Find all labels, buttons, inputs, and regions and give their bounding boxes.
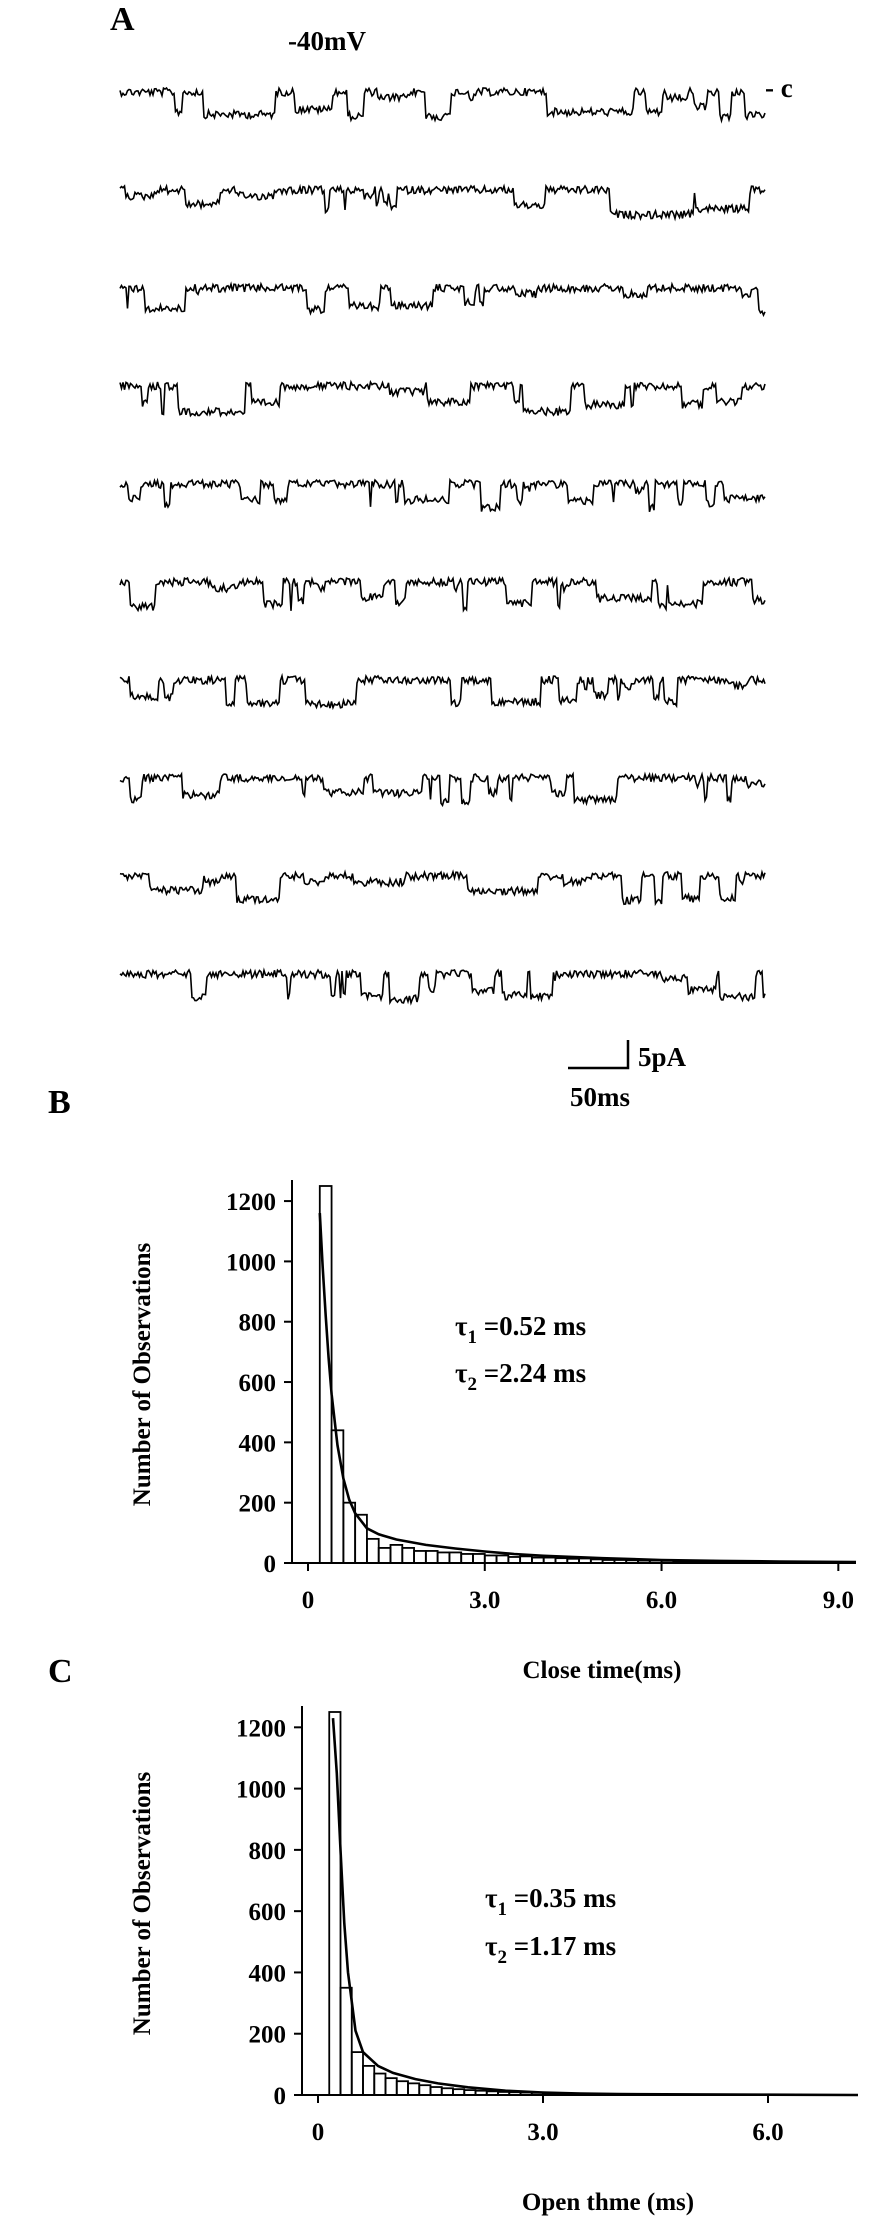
histogram-bar [531, 1556, 545, 1564]
current-trace [119, 379, 766, 418]
panel-b-label: B [48, 1084, 71, 1121]
histogram-bar [554, 1557, 569, 1564]
y-tick-label: 600 [239, 1370, 277, 1397]
histogram-bar [373, 2072, 387, 2096]
histogram-bar [578, 1557, 592, 1564]
histogram-bar [495, 1554, 510, 1564]
histogram-bar [463, 2089, 477, 2096]
y-axis-title: Number of Observations [129, 1243, 156, 1507]
scale-time-label: 50ms [570, 1082, 630, 1112]
x-tick-label: 6.0 [752, 2119, 783, 2146]
histogram-bar [452, 2088, 466, 2096]
current-trace [119, 281, 766, 318]
histogram-bar [366, 1537, 380, 1564]
y-tick-label: 200 [249, 2022, 287, 2049]
histogram-bar [613, 1559, 628, 1564]
panel-a-label: A [110, 1, 135, 38]
y-tick-label: 800 [249, 1838, 287, 1865]
scale-bar [568, 1040, 630, 1070]
current-trace [119, 477, 766, 513]
histogram-bar [362, 2064, 376, 2096]
histogram-bar [460, 1553, 474, 1564]
current-trace [119, 672, 766, 711]
y-tick-label: 400 [239, 1430, 277, 1457]
current-trace [119, 575, 766, 613]
histogram-bar [429, 2086, 443, 2096]
voltage-label: -40mV [288, 26, 366, 56]
y-tick-label: 400 [249, 1960, 287, 1987]
y-tick-label: 1000 [226, 1249, 276, 1276]
current-trace [119, 869, 766, 907]
histogram-bar [485, 2090, 499, 2096]
histogram-bar [377, 1547, 392, 1564]
histogram-bar [318, 1185, 333, 1564]
y-tick-label: 1200 [236, 1715, 286, 1742]
histogram-bar [448, 1551, 463, 1564]
y-tick-label: 1000 [236, 1777, 286, 1804]
current-trace [119, 771, 766, 808]
exponential-fit-curve [318, 1213, 857, 1564]
histogram-bar [330, 1429, 345, 1564]
y-tick-label: 0 [264, 1551, 277, 1578]
histogram-bar [401, 1547, 415, 1564]
tau-1-annotation: τ1 =0.35 ms [485, 1883, 616, 1920]
histogram-bar [589, 1558, 604, 1564]
histogram-bar [395, 2080, 409, 2096]
tau-1-annotation: τ1 =0.52 ms [455, 1311, 586, 1348]
current-trace [119, 967, 766, 1006]
histogram-bar [339, 1986, 353, 2096]
histogram-bar [407, 2082, 421, 2096]
panel-c-label: C [48, 1653, 73, 1690]
closed-level-marker: - c [765, 73, 793, 103]
y-tick-label: 0 [274, 2083, 287, 2110]
x-tick-label: 3.0 [469, 1587, 500, 1614]
y-tick-label: 600 [249, 1899, 287, 1926]
open-time-histogram: 0 200 400 600 800 1000 1200 0 3.0 6.0 Open thme (m… [129, 1706, 859, 2216]
x-tick-label: 3.0 [527, 2119, 558, 2146]
x-tick-label: 9.0 [823, 1587, 854, 1614]
exponential-fit-curve [331, 1718, 859, 2097]
histogram-bar [418, 2084, 432, 2096]
histogram-bar [350, 2051, 364, 2096]
tau-2-annotation: τ2 =1.17 ms [485, 1931, 616, 1968]
y-axis-title: Number of Observations [129, 1772, 156, 2036]
y-tick-label: 800 [239, 1310, 277, 1337]
histogram-bar [625, 1559, 639, 1564]
x-tick-label: 0 [312, 2119, 325, 2146]
y-tick-label: 200 [239, 1491, 277, 1518]
scale-current-label: 5pA [638, 1042, 687, 1072]
x-axis-title: Open thme (ms) [522, 2189, 694, 2216]
histogram-bar [436, 1551, 451, 1564]
single-channel-traces [119, 85, 766, 1006]
histogram-bar [637, 1559, 651, 1564]
y-tick-label: 1200 [226, 1189, 276, 1216]
histogram-bar [328, 1711, 342, 2096]
histogram-bar [566, 1557, 580, 1564]
tau-2-annotation: τ2 =2.24 ms [455, 1358, 586, 1395]
histogram-bar [384, 2077, 398, 2096]
histogram-bar [508, 2091, 522, 2096]
histogram-bar [542, 1556, 557, 1564]
histogram-bar [472, 1553, 486, 1564]
x-tick-label: 6.0 [646, 1587, 677, 1614]
histogram-bar [483, 1554, 498, 1564]
histogram-bar [413, 1550, 427, 1564]
x-axis-title: Close time(ms) [523, 1657, 682, 1684]
current-trace [119, 85, 766, 124]
histogram-bar [440, 2087, 454, 2096]
histogram-bar [601, 1559, 616, 1564]
current-trace [119, 183, 766, 222]
x-tick-label: 0 [302, 1587, 315, 1614]
close-time-histogram: 0 200 400 600 800 1000 1200 0 3.0 6.0 9.0 Close tim… [129, 1180, 857, 1684]
histogram-bar [497, 2091, 511, 2096]
histogram-bar [474, 2089, 488, 2096]
histogram-bar [424, 1550, 439, 1564]
histogram-bar [389, 1544, 404, 1564]
